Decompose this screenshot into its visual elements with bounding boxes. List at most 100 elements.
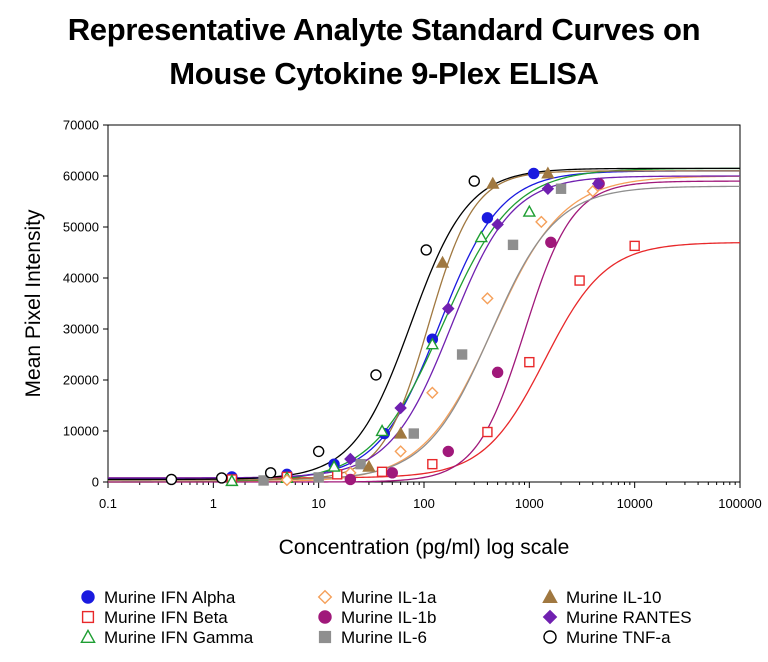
- data-points: [165, 166, 640, 487]
- point-murine-il-6: [456, 349, 468, 360]
- legend-marker-murine-il-1a: [317, 589, 333, 605]
- point-murine-ifn-beta: [524, 356, 535, 368]
- point-murine-il-10: [541, 166, 555, 179]
- x-tick-label: 10: [311, 496, 325, 511]
- point-murine-il-10: [362, 459, 376, 472]
- point-murine-il-6: [258, 475, 269, 486]
- point-murine-il-1a: [481, 292, 494, 305]
- y-tick-label: 60000: [63, 169, 99, 184]
- curve-murine-ifn-gamma: [108, 167, 740, 483]
- point-murine-ifn-gamma: [327, 459, 341, 472]
- legend-item-murine-il-1a: Murine IL-1a: [317, 588, 437, 607]
- curve-murine-rantes: [108, 175, 740, 479]
- legend-item-murine-ifn-beta: Murine IFN Beta: [81, 608, 228, 627]
- x-tick-label: 1: [210, 496, 217, 511]
- legend-item-murine-il-6: Murine IL-6: [318, 628, 427, 647]
- point-murine-rantes: [344, 452, 357, 466]
- point-murine-il-6: [408, 428, 419, 439]
- chart-title-line-1: Representative Analyte Standard Curves o…: [67, 12, 701, 47]
- legend-label: Murine TNF-a: [566, 628, 671, 647]
- point-murine-ifn-beta: [427, 458, 438, 470]
- y-tick-label: 40000: [63, 271, 99, 286]
- point-murine-rantes: [591, 177, 605, 190]
- point-murine-il-1b: [442, 445, 454, 458]
- curve-murine-il-1b: [108, 180, 740, 483]
- y-tick-label: 10000: [63, 424, 99, 439]
- point-murine-il-10: [393, 426, 408, 439]
- point-murine-tnf-a: [370, 369, 382, 381]
- x-tick-label: 0.1: [99, 496, 117, 511]
- legend-label: Murine IFN Gamma: [104, 628, 254, 647]
- point-murine-il-6: [507, 239, 519, 251]
- point-murine-ifn-beta: [376, 466, 388, 477]
- y-tick-label: 50000: [63, 220, 99, 235]
- x-tick-label: 100000: [718, 496, 761, 511]
- point-murine-il-1b: [386, 467, 398, 479]
- curve-murine-ifn-alpha: [108, 170, 740, 480]
- legend-item-murine-rantes: Murine RANTES: [542, 608, 692, 627]
- legend-label: Murine IL-6: [341, 628, 427, 647]
- point-murine-ifn-gamma: [522, 204, 537, 217]
- point-murine-ifn-gamma: [225, 474, 239, 487]
- x-axis-label: Concentration (pg/ml) log scale: [279, 536, 570, 559]
- point-murine-ifn-beta: [629, 240, 640, 252]
- point-murine-il-1b: [545, 236, 557, 249]
- y-tick-label: 0: [92, 475, 99, 490]
- legend-item-murine-il-10: Murine IL-10: [542, 588, 661, 607]
- point-murine-rantes: [442, 302, 455, 315]
- curve-murine-il-6: [108, 185, 741, 481]
- legend-label: Murine IL-10: [566, 588, 661, 607]
- point-murine-tnf-a: [468, 175, 480, 187]
- x-tick-label: 1000: [515, 496, 544, 511]
- x-tick-label: 100: [413, 496, 435, 511]
- legend-marker-murine-il-6: [318, 630, 332, 644]
- point-murine-tnf-a: [165, 473, 178, 486]
- point-murine-il-1a: [280, 473, 294, 487]
- point-murine-ifn-gamma: [474, 230, 488, 243]
- legend-label: Murine IFN Beta: [104, 608, 228, 627]
- point-murine-rantes: [394, 401, 407, 415]
- y-axis-label: Mean Pixel Intensity: [22, 209, 45, 397]
- legend-marker-murine-tnf-a: [543, 630, 557, 644]
- point-murine-il-1a: [394, 445, 407, 458]
- curve-murine-il-1a: [108, 175, 741, 483]
- legend-label: Murine IL-1b: [341, 608, 436, 627]
- point-murine-ifn-beta: [574, 275, 585, 286]
- legend-marker-murine-ifn-alpha: [81, 590, 95, 604]
- legend-marker-murine-il-1b: [318, 610, 332, 624]
- x-tick-label: 10000: [617, 496, 653, 511]
- legend-item-murine-tnf-a: Murine TNF-a: [543, 628, 671, 647]
- legend-marker-murine-ifn-beta: [81, 610, 95, 624]
- point-murine-rantes: [491, 218, 504, 231]
- legend-item-murine-il-1b: Murine IL-1b: [318, 608, 436, 627]
- point-murine-il-10: [486, 176, 500, 189]
- point-murine-ifn-alpha: [481, 212, 494, 224]
- curve-murine-ifn-beta: [108, 242, 741, 479]
- legend-marker-murine-ifn-gamma: [80, 628, 96, 643]
- point-murine-il-1b: [491, 366, 504, 379]
- legend-item-murine-ifn-alpha: Murine IFN Alpha: [81, 588, 236, 607]
- curve-murine-il-10: [108, 170, 740, 481]
- point-murine-ifn-gamma: [425, 337, 440, 350]
- point-murine-il-1a: [535, 215, 548, 229]
- point-murine-tnf-a: [312, 445, 325, 458]
- point-murine-il-6: [355, 458, 366, 470]
- legend-label: Murine IL-1a: [341, 588, 437, 607]
- legend-marker-murine-il-10: [542, 588, 558, 603]
- y-tick-label: 20000: [63, 373, 99, 388]
- point-murine-il-1b: [344, 473, 357, 486]
- point-murine-il-1a: [586, 185, 599, 198]
- y-tick-label: 30000: [63, 322, 99, 337]
- legend-label: Murine RANTES: [566, 608, 692, 627]
- point-murine-rantes: [541, 182, 555, 195]
- y-tick-label: 70000: [63, 118, 99, 133]
- fitted-curves: [108, 167, 741, 483]
- curve-murine-tnf-a: [108, 167, 740, 481]
- legend-item-murine-ifn-gamma: Murine IFN Gamma: [80, 628, 254, 647]
- point-murine-il-10: [435, 255, 450, 268]
- legend-label: Murine IFN Alpha: [104, 588, 236, 607]
- chart-title-line-2: Mouse Cytokine 9-Plex ELISA: [169, 56, 599, 91]
- point-murine-il-6: [555, 183, 567, 194]
- point-murine-ifn-beta: [482, 426, 493, 438]
